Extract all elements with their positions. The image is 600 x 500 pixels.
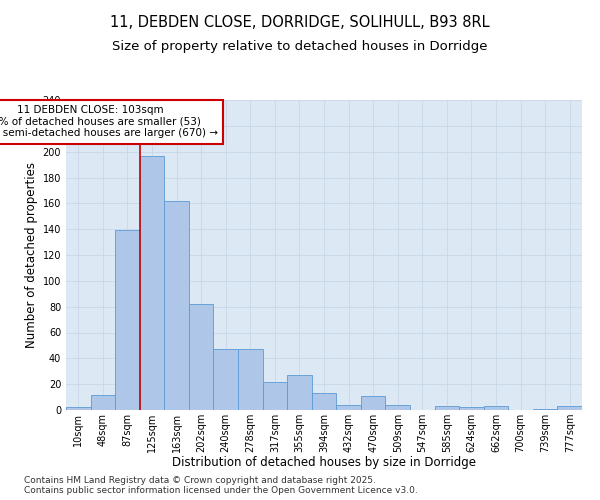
Bar	[287, 375, 312, 410]
Bar	[434, 406, 459, 410]
Bar	[533, 408, 557, 410]
Text: 11, DEBDEN CLOSE, DORRIDGE, SOLIHULL, B93 8RL: 11, DEBDEN CLOSE, DORRIDGE, SOLIHULL, B9…	[110, 15, 490, 30]
Bar	[557, 406, 582, 410]
Bar	[164, 200, 189, 410]
Bar	[91, 394, 115, 410]
Bar	[385, 405, 410, 410]
Bar	[238, 350, 263, 410]
Bar	[189, 304, 214, 410]
Y-axis label: Number of detached properties: Number of detached properties	[25, 162, 38, 348]
Bar	[214, 350, 238, 410]
Bar	[459, 408, 484, 410]
Text: Contains HM Land Registry data © Crown copyright and database right 2025.
Contai: Contains HM Land Registry data © Crown c…	[24, 476, 418, 495]
Text: 11 DEBDEN CLOSE: 103sqm
← 7% of detached houses are smaller (53)
93% of semi-det: 11 DEBDEN CLOSE: 103sqm ← 7% of detached…	[0, 105, 218, 138]
Bar	[361, 396, 385, 410]
Bar	[115, 230, 140, 410]
Bar	[66, 408, 91, 410]
Bar	[484, 406, 508, 410]
Bar	[263, 382, 287, 410]
Bar	[140, 156, 164, 410]
Text: Size of property relative to detached houses in Dorridge: Size of property relative to detached ho…	[112, 40, 488, 53]
Bar	[312, 393, 336, 410]
X-axis label: Distribution of detached houses by size in Dorridge: Distribution of detached houses by size …	[172, 456, 476, 469]
Bar	[336, 405, 361, 410]
